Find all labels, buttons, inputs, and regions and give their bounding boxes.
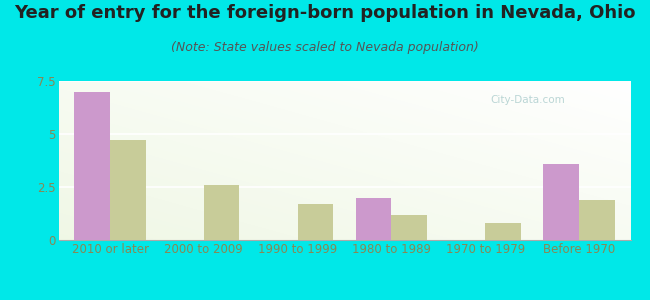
Bar: [110, 140, 146, 240]
Bar: [391, 214, 427, 240]
Bar: [75, 92, 110, 240]
Text: (Note: State values scaled to Nevada population): (Note: State values scaled to Nevada pop…: [171, 40, 479, 53]
Text: Year of entry for the foreign-born population in Nevada, Ohio: Year of entry for the foreign-born popul…: [14, 4, 636, 22]
Bar: [356, 198, 391, 240]
Bar: [543, 164, 579, 240]
Bar: [485, 223, 521, 240]
Bar: [204, 185, 239, 240]
Bar: [298, 204, 333, 240]
Bar: [579, 200, 614, 240]
Text: City-Data.com: City-Data.com: [490, 95, 565, 105]
